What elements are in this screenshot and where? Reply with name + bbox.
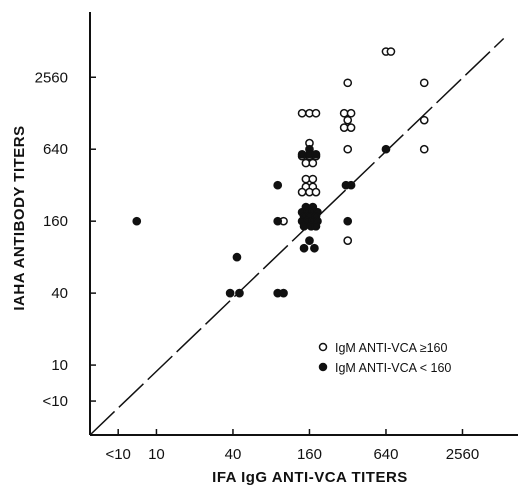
data-point-filled [311,221,321,231]
data-point-filled [273,180,283,190]
data-point-open [308,174,318,184]
data-point-filled [279,288,288,298]
data-point-open [301,174,311,184]
data-point-filled [310,243,319,253]
data-point-filled [299,221,309,231]
y-tick-label: 2560 [35,69,68,86]
x-tick-label: <10 [105,446,130,463]
diagonal-line [89,37,505,436]
data-point-filled [232,252,242,262]
data-point-open [419,78,429,88]
data-point-filled [273,216,283,226]
legend: IgM ANTI-VCA ≥160 IgM ANTI-VCA < 160 [318,341,451,375]
data-point-open [301,158,311,168]
y-axis-title: IAHA ANTIBODY TITERS [11,125,28,310]
data-point-open [311,108,321,118]
x-tick-label: 160 [297,446,322,463]
y-tick-label: 160 [43,213,68,230]
data-point-filled [346,180,356,190]
data-point-open [308,158,318,168]
y-tick-label: <10 [43,393,68,410]
data-point-filled [343,216,353,226]
legend-label-filled: IgM ANTI-VCA < 160 [335,361,451,375]
x-axis-title: IFA IgG ANTI-VCA TITERS [212,469,408,486]
data-point-open [339,108,349,118]
data-point-open [419,144,429,154]
y-tick-label: 640 [43,141,68,158]
ticks: <10 10 40 160 640 2560 <10 10 40 160 640 2560 [35,69,480,463]
legend-label-open: IgM ANTI-VCA ≥160 [335,341,448,355]
x-tick-label: 10 [148,446,165,463]
data-point-open [297,108,307,118]
data-point-open [343,115,353,125]
data-point-filled [381,144,391,154]
x-tick-label: 640 [373,446,398,463]
data-point-open [346,108,356,118]
data-point-filled [305,236,314,245]
data-point-filled [297,149,307,159]
data-point-filled [225,288,235,298]
y-tick-label: 40 [51,285,68,302]
data-point-open [311,187,321,197]
data-point-filled [132,216,142,226]
data-point-open [346,123,356,132]
legend-marker-open [318,342,328,352]
data-point-open [386,47,396,56]
legend-marker-filled [318,362,328,372]
data-points [132,47,429,298]
x-tick-label: 40 [225,446,242,463]
data-point-open [343,78,353,88]
y-tick-label: 10 [51,357,68,374]
data-point-filled [311,149,321,159]
x-tick-label: 2560 [446,446,479,463]
data-point-filled [299,243,309,253]
data-point-filled [235,288,244,298]
data-point-open [419,115,429,125]
data-point-open [343,144,353,154]
data-point-open [339,123,349,132]
data-point-open [343,236,353,245]
data-point-open [297,187,307,197]
